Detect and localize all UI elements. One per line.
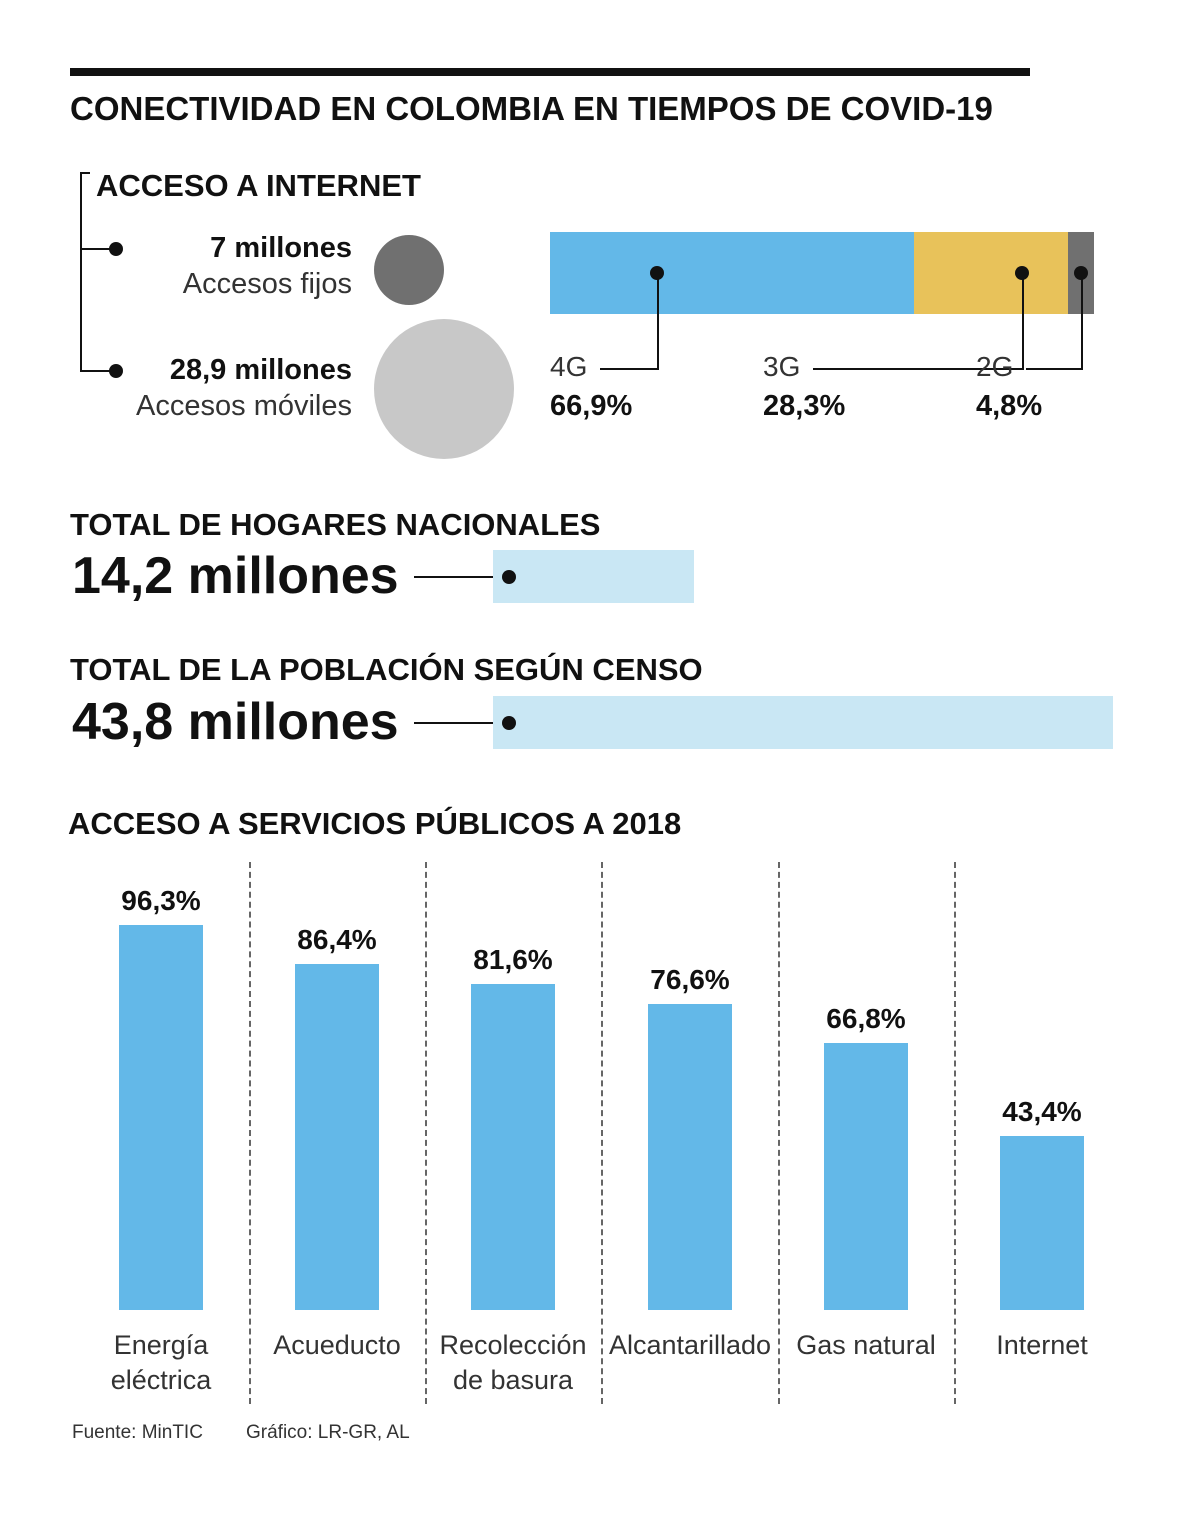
category-label: Gas natural [781,1328,951,1363]
internet-heading: ACCESO A INTERNET [96,168,421,203]
mobile-tech-stacked-bar [550,232,1094,314]
households-value: 14,2 millones [72,547,399,605]
top-rule [70,68,1030,76]
credit-note: Gráfico: LR-GR, AL [246,1422,410,1443]
households-connector [414,576,510,578]
category-divider [954,862,956,1404]
leader-horizontal-2g [1026,368,1083,370]
category-divider [778,862,780,1404]
bar-2 [295,964,379,1310]
category-label: Recolección de basura [428,1328,598,1398]
fixed-dot [109,242,123,256]
leader-vertical-2g [1081,273,1083,369]
bar-4 [648,1003,732,1310]
tech-label-4g: 4G [550,351,588,382]
category-label: Internet [957,1328,1127,1363]
bar-value-label: 81,6% [473,943,553,975]
category-divider [601,862,603,1404]
category-label-line: Alcantarillado [608,1330,772,1360]
mobile-access-value: 28,9 millones [169,354,352,386]
households-dot [502,570,516,584]
bar-value-label: 43,4% [1002,1096,1082,1128]
leader-vertical-4g [657,273,659,369]
population-bar [493,696,1113,749]
category-divider [425,862,427,1404]
tech-value-2g: 4,8% [976,390,1043,422]
category-label-line: eléctrica [110,1365,212,1395]
mobile-tech-annotations: 4G 66,9% 3G 28,3% 2G 4,8% [0,0,1200,460]
bar-6 [1000,1136,1084,1310]
bar-value-label: 96,3% [121,884,201,916]
category-label: Alcantarillado [605,1328,775,1363]
tech-value-3g: 28,3% [763,390,846,422]
tech-value-4g: 66,9% [550,390,633,422]
category-divider [249,862,251,1404]
category-label-line: Energía [113,1330,209,1360]
leader-horizontal-4g [600,368,659,370]
bracket-fixed-connector [80,248,116,250]
population-connector [414,722,510,724]
services-heading: ACCESO A SERVICIOS PÚBLICOS A 2018 [68,806,682,841]
bar-value-label: 66,8% [826,1002,906,1034]
leader-horizontal-3g [813,368,1024,370]
fixed-access-value: 7 millones [210,232,352,264]
bracket-vertical [80,172,82,372]
households-bar [493,550,694,603]
leader-vertical-3g [1022,273,1024,369]
category-label-line: Acueducto [273,1330,401,1360]
bar-5 [824,1042,908,1310]
fixed-access-label: Accesos fijos [182,268,352,300]
category-label-line: de basura [452,1365,574,1395]
bar-3 [471,983,555,1310]
bar-1 [119,924,203,1310]
fixed-access-circle [374,235,444,305]
mobile-access-label: Accesos móviles [136,390,352,422]
mobile-dot [109,364,123,378]
tech-label-2g: 2G [976,351,1014,382]
segment-3g [914,232,1068,314]
population-heading: TOTAL DE LA POBLACIÓN SEGÚN CENSO [70,652,703,687]
bracket-mobile-connector [80,370,116,372]
category-label: Energía eléctrica [76,1328,246,1398]
population-dot [502,716,516,730]
population-value: 43,8 millones [72,693,399,751]
category-label-line: Recolección [439,1330,587,1360]
bar-value-label: 76,6% [650,963,730,995]
bar-value-label: 86,4% [297,924,377,956]
category-label-line: Internet [996,1330,1088,1360]
bracket-top [80,172,90,174]
page-title: CONECTIVIDAD EN COLOMBIA EN TIEMPOS DE C… [70,90,993,127]
tech-label-3g: 3G [763,351,801,382]
segment-4g [550,232,914,314]
mobile-access-circle [374,319,514,459]
category-label-line: Gas natural [796,1330,936,1360]
category-label: Acueducto [252,1328,422,1363]
source-note: Fuente: MinTIC [72,1422,203,1443]
households-heading: TOTAL DE HOGARES NACIONALES [70,507,601,542]
